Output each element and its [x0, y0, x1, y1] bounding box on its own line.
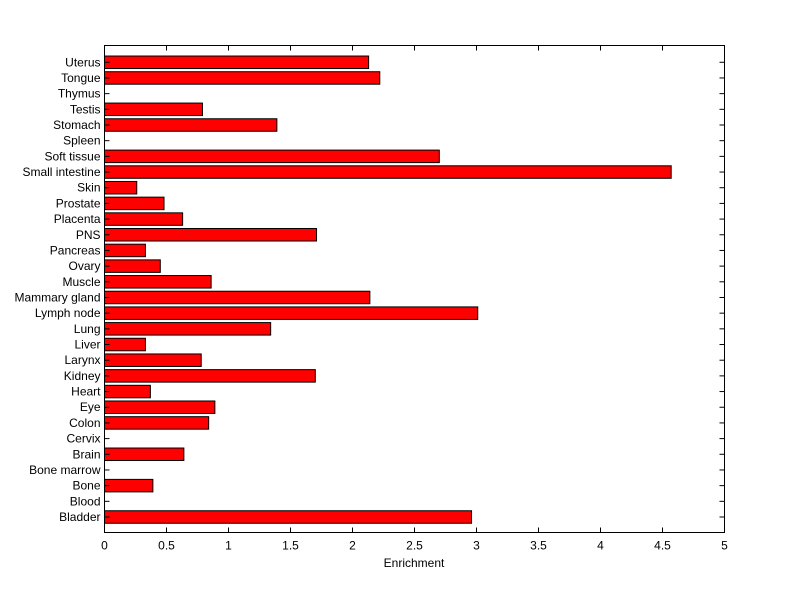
y-tick-label-muscle: Muscle	[62, 275, 100, 289]
y-tick-label-heart: Heart	[71, 385, 101, 399]
bar-eye	[104, 400, 216, 414]
bar-colon	[104, 416, 210, 430]
y-tick-label-brain: Brain	[72, 447, 100, 461]
y-tick-label-small-intestine: Small intestine	[22, 165, 100, 179]
y-tick-label-pancreas: Pancreas	[50, 243, 101, 257]
bar-pancreas	[104, 243, 146, 258]
x-tick-label: 1.5	[282, 539, 299, 553]
x-tick-label: 5	[721, 539, 728, 553]
x-tick-label: 2	[349, 539, 356, 553]
y-tick-label-lung: Lung	[74, 322, 101, 336]
bar-brain	[104, 447, 185, 462]
bar-larynx	[104, 353, 202, 367]
x-axis-ticks: 0 0.5 1 1.5 2 2.5 3 3.5 4 4.5 5	[101, 45, 728, 553]
y-tick-label-testis: Testis	[70, 102, 101, 116]
y-tick-label-spleen: Spleen	[63, 134, 100, 148]
x-tick-label: 0	[101, 539, 108, 553]
bar-mammary-gland	[104, 290, 371, 305]
bar-soft-tissue	[104, 149, 440, 164]
y-tick-label-bone-marrow: Bone marrow	[29, 463, 101, 477]
bar-lymph-node	[104, 306, 479, 320]
bar-placenta	[104, 212, 184, 226]
bars-layer	[104, 55, 672, 524]
y-tick-label-colon: Colon	[69, 416, 100, 430]
y-tick-label-mammary-gland: Mammary gland	[14, 290, 100, 304]
y-tick-label-ovary: Ovary	[68, 259, 100, 273]
y-tick-label-blood: Blood	[70, 494, 101, 508]
x-axis-label: Enrichment	[384, 556, 445, 570]
bar-lung	[104, 322, 272, 336]
bar-muscle	[104, 275, 212, 289]
y-tick-label-uterus: Uterus	[65, 55, 100, 69]
bar-tongue	[104, 71, 381, 85]
bar-ovary	[104, 259, 161, 273]
x-tick-label: 0.5	[158, 539, 175, 553]
y-tick-label-soft-tissue: Soft tissue	[44, 149, 100, 163]
x-tick-label: 3.5	[530, 539, 547, 553]
y-tick-label-cervix: Cervix	[66, 432, 100, 446]
y-tick-label-placenta: Placenta	[54, 212, 101, 226]
bar-kidney	[104, 369, 316, 383]
bar-small-intestine	[104, 165, 672, 179]
y-tick-label-stomach: Stomach	[53, 118, 100, 132]
bar-bladder	[104, 510, 473, 524]
y-tick-label-bladder: Bladder	[59, 510, 100, 524]
x-tick-label: 4	[597, 539, 604, 553]
y-tick-label-lymph-node: Lymph node	[35, 306, 101, 320]
y-tick-label-tongue: Tongue	[61, 71, 101, 85]
bar-testis	[104, 102, 203, 117]
y-tick-label-skin: Skin	[77, 181, 100, 195]
bar-stomach	[104, 118, 278, 132]
bar-liver	[104, 337, 146, 352]
x-tick-label: 3	[473, 539, 480, 553]
y-tick-label-prostate: Prostate	[56, 196, 101, 210]
bar-heart	[104, 384, 151, 399]
bar-pns	[104, 228, 318, 242]
x-tick-label: 1	[225, 539, 232, 553]
y-tick-label-liver: Liver	[74, 338, 100, 352]
y-tick-label-larynx: Larynx	[64, 353, 100, 367]
y-tick-label-thymus: Thymus	[58, 87, 101, 101]
y-tick-label-bone: Bone	[72, 479, 100, 493]
y-tick-label-pns: PNS	[76, 228, 101, 242]
bar-prostate	[104, 196, 165, 211]
bar-uterus	[104, 55, 370, 70]
y-tick-label-eye: Eye	[80, 400, 101, 414]
y-tick-label-kidney: Kidney	[64, 369, 101, 383]
x-tick-label: 2.5	[406, 539, 423, 553]
bar-bone	[104, 478, 154, 493]
x-tick-label: 4.5	[654, 539, 671, 553]
